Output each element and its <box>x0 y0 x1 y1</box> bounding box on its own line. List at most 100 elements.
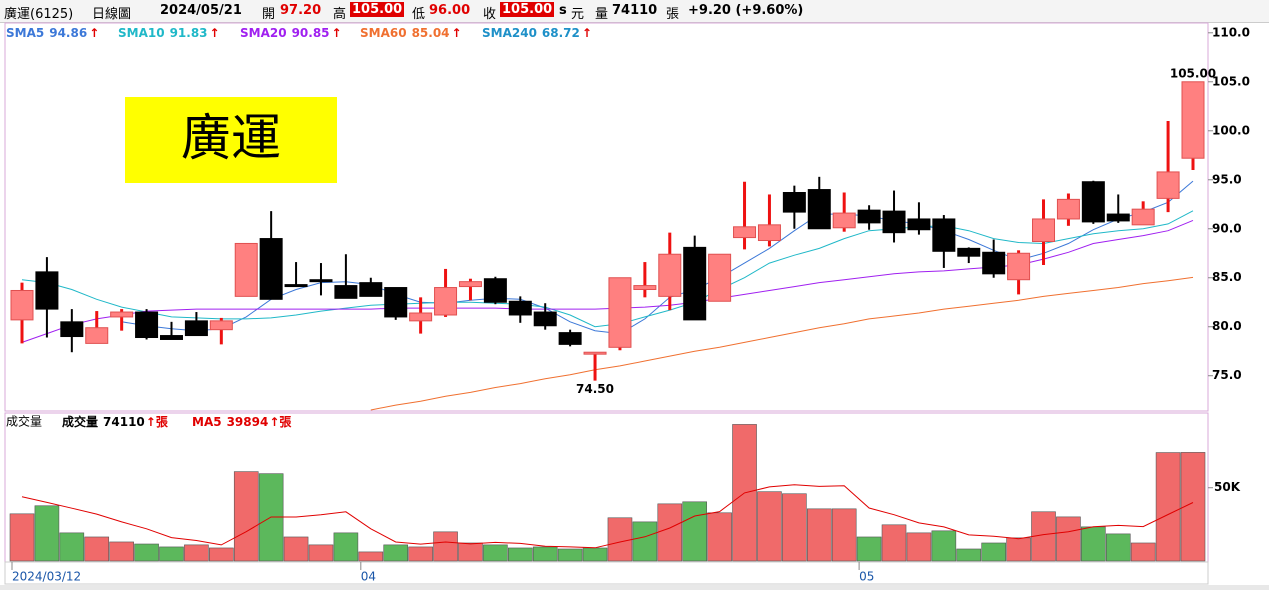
volume-bar <box>383 544 409 562</box>
candle-body <box>359 282 383 297</box>
ma-line <box>370 276 1194 411</box>
candle-body <box>35 271 59 310</box>
candle-body <box>932 218 956 252</box>
legend-arrow: ↑ <box>146 415 156 429</box>
ma-line <box>21 210 1194 328</box>
legend-entry: MA5 39894↑張 <box>192 415 292 429</box>
volume-bar <box>433 531 458 562</box>
volume-bar <box>184 544 209 562</box>
legend-value: 94.86 <box>49 26 87 40</box>
y-tick-label: 75.0 <box>1212 368 1242 382</box>
candle-body <box>1032 218 1056 242</box>
candle-body <box>857 209 881 224</box>
candle-body <box>409 312 433 322</box>
candle-body <box>882 210 906 234</box>
candle-body <box>234 242 258 297</box>
volume-bar <box>333 532 359 562</box>
close-label: 收 <box>483 7 497 22</box>
legend-value: 90.85 <box>292 26 330 40</box>
volume-bar <box>707 512 732 562</box>
volume-bar <box>1056 516 1081 562</box>
volume-bar <box>233 471 259 562</box>
volume-bar <box>1081 526 1106 562</box>
close-value: 105.00 <box>500 2 555 17</box>
volume-ma-line <box>21 484 1194 549</box>
candle-body <box>384 287 408 318</box>
volume-unit: 張 <box>666 7 680 22</box>
price-annotation: 74.50 <box>576 382 614 396</box>
candle-body <box>1181 81 1205 159</box>
legend-name: 成交量 <box>62 414 98 429</box>
candle-body <box>832 212 856 229</box>
volume-bar <box>906 532 932 562</box>
candle-body <box>60 321 84 338</box>
legend-value: 85.04 <box>412 26 450 40</box>
header: 廣運(6125) 日線圖 2024/05/21 開 97.20 高 105.00… <box>0 0 1269 23</box>
price-panel <box>4 22 1209 412</box>
candle-body <box>309 279 333 283</box>
legend-unit: 張 <box>156 415 169 429</box>
y-tick-label: 80.0 <box>1212 319 1242 333</box>
volume-title: 成交量 <box>6 414 42 429</box>
volume-bar <box>9 513 35 562</box>
volume-bar <box>757 491 782 562</box>
candle-body <box>483 278 507 303</box>
candle-body <box>284 284 308 288</box>
volume-bar <box>159 546 184 562</box>
volume-bar <box>856 536 882 562</box>
candle-body <box>907 218 931 231</box>
volume-bar <box>1130 542 1156 562</box>
volume-label: 量 <box>595 7 609 22</box>
volume-bar <box>806 508 832 562</box>
legend-name: SMA240 <box>482 26 537 40</box>
candle-body <box>110 311 134 318</box>
legend-value: 91.83 <box>170 26 208 40</box>
candle-body <box>1056 198 1080 220</box>
watermark-box <box>125 97 337 183</box>
legend-entry: SMA60 85.04 ↑ <box>360 26 462 40</box>
candle-body <box>782 192 806 213</box>
candle-body <box>708 253 732 302</box>
candle-body <box>533 311 557 327</box>
low-label: 低 <box>412 7 426 22</box>
candle-body <box>209 320 233 331</box>
volume-bar <box>931 530 957 562</box>
volume-bar <box>308 544 334 562</box>
volume-bar <box>532 546 558 562</box>
volume-bar <box>657 503 683 562</box>
volume-bar <box>458 542 483 562</box>
candle-body <box>259 238 283 300</box>
candle-body <box>334 285 358 299</box>
open-value: 97.20 <box>280 3 322 18</box>
volume-bar <box>59 532 85 562</box>
candle-body <box>633 285 657 291</box>
candle-body <box>458 281 482 288</box>
volume-bar <box>34 505 60 562</box>
volume-bar <box>1105 533 1131 562</box>
candle-body <box>658 253 682 297</box>
volume-bar <box>782 493 807 562</box>
legend-entry: SMA20 90.85 ↑ <box>240 26 342 40</box>
candle-body <box>1156 171 1180 199</box>
candle-body <box>1131 208 1155 226</box>
volume-bar <box>507 547 533 562</box>
candle-body <box>1081 181 1105 223</box>
legend-entry: SMA5 94.86 ↑ <box>6 26 99 40</box>
volume-bar <box>582 547 608 562</box>
legend-name: SMA20 <box>240 26 287 40</box>
candle-body <box>159 335 183 340</box>
candle-body <box>757 224 781 242</box>
volume-bar <box>632 521 658 562</box>
legend-name: SMA60 <box>360 26 407 40</box>
legend-arrow: ↑ <box>452 26 462 40</box>
date-axis <box>4 561 1209 585</box>
price-annotation: 105.00 <box>1170 66 1216 80</box>
candle-body <box>508 300 532 316</box>
volume-bar <box>881 524 907 562</box>
volume-bar <box>981 542 1006 562</box>
y-tick-label: 110.0 <box>1212 25 1250 39</box>
s-mark: s <box>559 3 567 18</box>
change: +9.20 (+9.60%) <box>688 3 804 18</box>
candle-body <box>558 332 582 345</box>
